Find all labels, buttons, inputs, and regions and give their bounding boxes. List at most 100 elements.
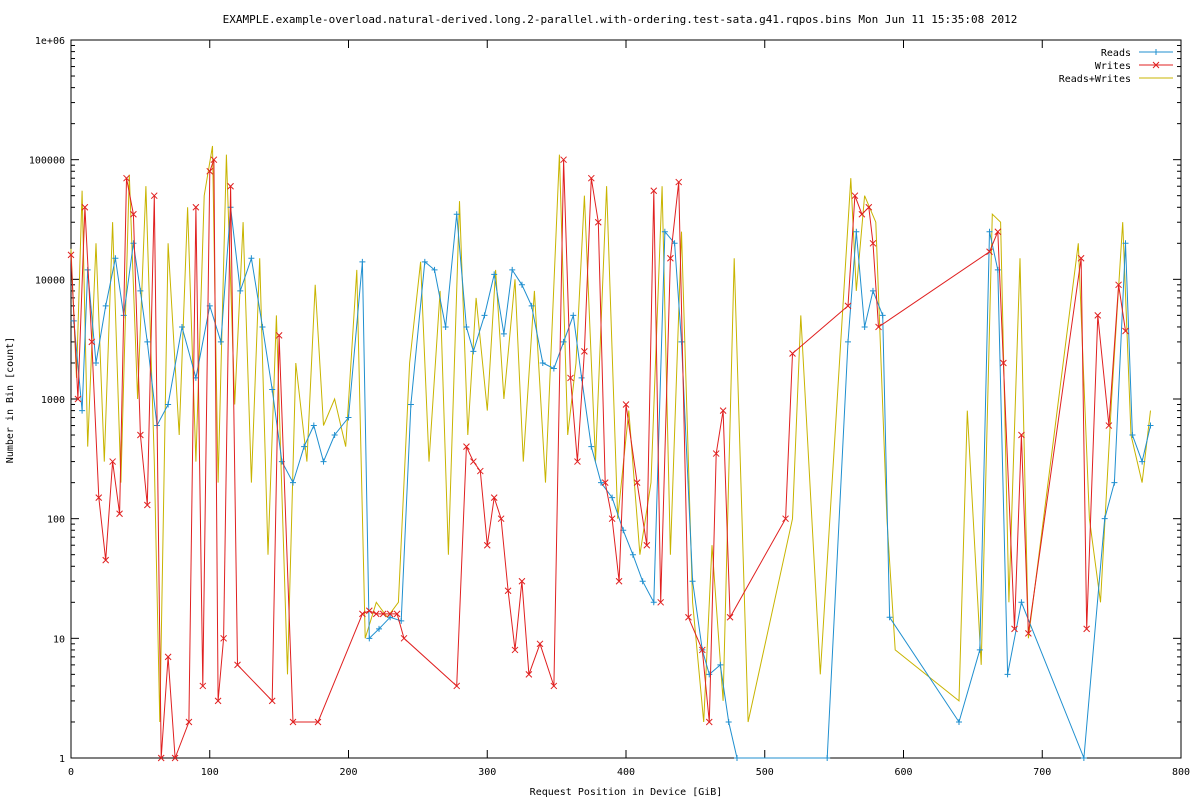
data-point <box>528 302 535 309</box>
data-point <box>869 287 876 294</box>
y-tick-label: 10000 <box>35 275 65 286</box>
series-layer <box>67 145 1154 762</box>
data-point <box>386 610 394 618</box>
data-point <box>719 407 727 414</box>
data-point <box>560 338 567 345</box>
data-point <box>675 178 683 186</box>
data-point <box>667 254 674 262</box>
series-writes <box>67 156 1129 762</box>
legend-marker <box>1153 49 1159 55</box>
x-tick-label: 500 <box>756 767 774 778</box>
data-point <box>615 577 623 585</box>
data-point <box>345 414 352 421</box>
data-point <box>824 755 831 761</box>
data-point <box>536 640 544 648</box>
data-point <box>275 332 283 339</box>
data-point <box>234 661 241 669</box>
data-point <box>268 697 276 705</box>
data-point <box>217 338 224 345</box>
data-point <box>1111 479 1118 486</box>
data-point <box>214 697 222 705</box>
x-tick-label: 700 <box>1033 767 1051 778</box>
data-point <box>509 266 516 273</box>
data-point <box>171 754 179 762</box>
data-point <box>320 458 327 465</box>
data-point <box>861 323 868 330</box>
data-point <box>851 192 859 200</box>
data-point <box>179 323 185 330</box>
data-point <box>92 359 99 366</box>
data-point <box>1101 515 1108 522</box>
data-point <box>453 211 460 218</box>
data-point <box>587 174 595 182</box>
data-point <box>1105 422 1113 429</box>
data-point <box>453 682 461 690</box>
data-point <box>112 255 119 262</box>
data-point <box>609 494 616 501</box>
data-point <box>206 167 214 175</box>
data-point <box>192 203 200 211</box>
data-point <box>500 330 507 337</box>
series-line <box>70 145 1151 723</box>
data-point <box>88 338 96 346</box>
data-point <box>550 365 557 372</box>
data-point <box>1139 458 1146 465</box>
data-point <box>481 312 488 319</box>
data-point <box>359 258 366 265</box>
data-point <box>853 228 860 235</box>
data-point <box>725 718 732 725</box>
data-point <box>608 515 616 523</box>
data-point <box>379 610 387 618</box>
data-point <box>570 312 577 319</box>
data-point <box>712 450 720 457</box>
data-point <box>269 386 276 393</box>
series-reads <box>70 204 1154 761</box>
data-point <box>1129 432 1136 439</box>
data-point <box>137 287 144 294</box>
x-tick-label: 400 <box>617 767 635 778</box>
data-point <box>601 479 609 486</box>
data-point <box>869 239 877 247</box>
legend-label: Writes <box>1095 61 1131 72</box>
data-point <box>259 323 266 330</box>
data-point <box>463 323 470 330</box>
data-point <box>376 625 383 632</box>
legend-label: Reads+Writes <box>1059 74 1131 85</box>
data-point <box>1018 431 1025 439</box>
x-tick-label: 200 <box>339 767 357 778</box>
data-point <box>393 610 401 618</box>
data-point <box>689 578 696 585</box>
data-point <box>102 556 110 564</box>
data-point <box>359 610 366 618</box>
data-point <box>81 203 89 211</box>
data-point <box>560 156 567 164</box>
data-point <box>123 174 130 182</box>
data-point <box>483 541 491 549</box>
y-tick-label: 1 <box>59 754 65 765</box>
data-point <box>463 443 470 450</box>
data-point <box>143 501 151 509</box>
data-point <box>574 458 581 465</box>
data-point <box>588 443 595 450</box>
data-point <box>1115 281 1122 289</box>
data-point <box>442 323 449 330</box>
data-point <box>643 541 651 549</box>
data-point <box>1011 625 1018 633</box>
data-point <box>661 228 668 235</box>
data-point <box>994 228 1002 236</box>
data-point <box>314 718 322 726</box>
data-point <box>150 192 158 200</box>
data-point <box>539 359 546 366</box>
data-point <box>886 614 893 621</box>
data-point <box>1122 327 1129 335</box>
y-tick-label: 100 <box>47 515 65 526</box>
data-point <box>164 653 172 661</box>
data-point <box>102 302 109 309</box>
data-point <box>858 210 866 218</box>
data-point <box>95 494 103 501</box>
data-point <box>598 479 605 486</box>
data-point <box>956 718 962 725</box>
data-point <box>976 646 983 653</box>
data-point <box>400 634 408 642</box>
y-tick-label: 10 <box>53 634 65 645</box>
